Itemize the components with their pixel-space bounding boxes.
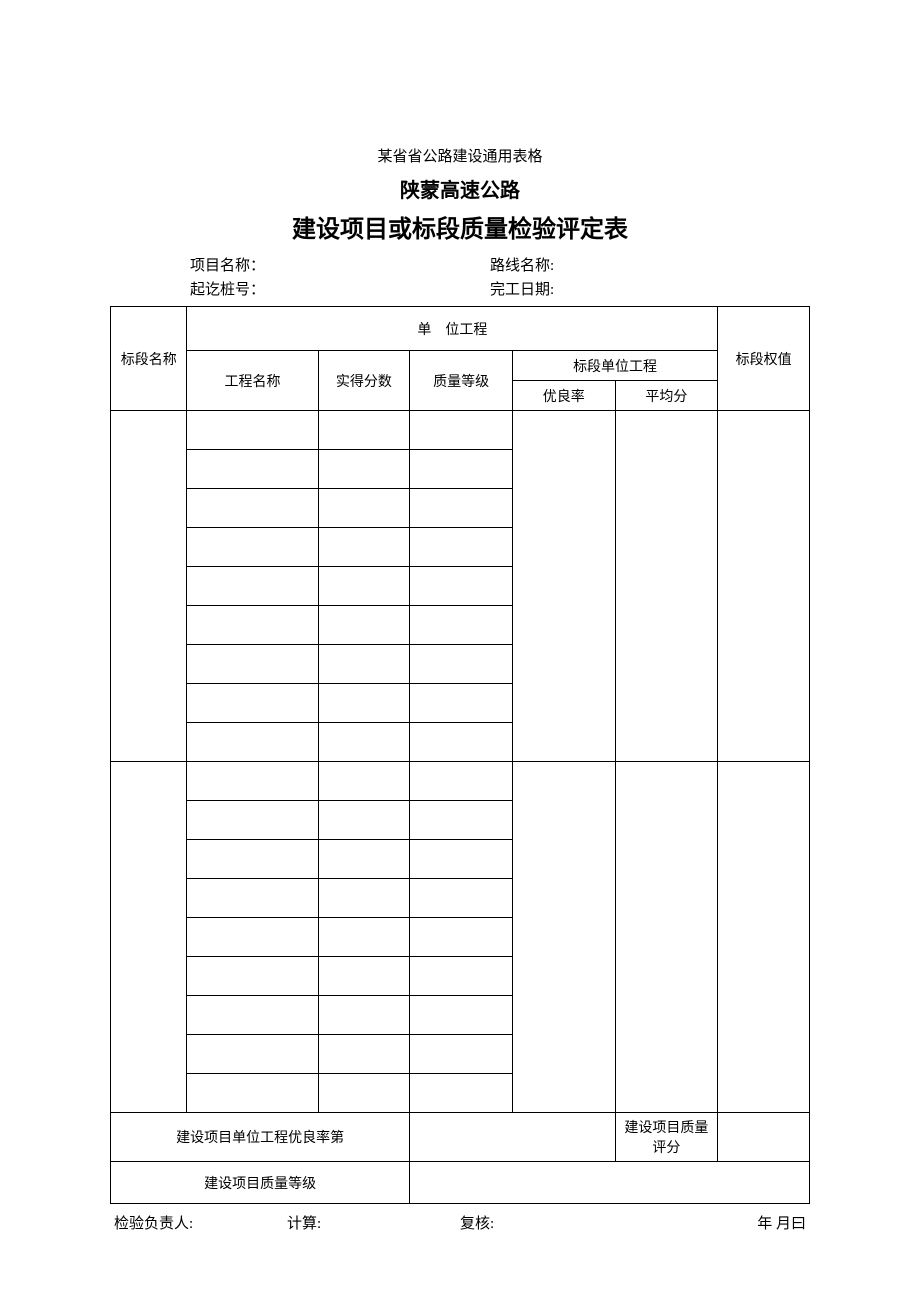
date-label: 年 月曰 [633,1212,806,1233]
cell-rate [512,411,615,762]
cell-project-name [187,411,318,450]
footer-row-excellence: 建设项目单位工程优良率第 建设项目质量评分 [111,1113,810,1162]
evaluation-table: 标段名称 单位工程 标段权值 工程名称 实得分数 质量等级 标段单位工程 优良率… [110,306,810,1204]
col-unit-project: 单位工程 [187,307,718,351]
station-label: 起讫桩号： [190,278,490,302]
col-section-name: 标段名称 [111,307,187,411]
completion-date-label: 完工日期: [490,278,810,302]
footer-quality-score-value [718,1113,810,1162]
section-name-cell [111,762,187,1113]
col-section-weight: 标段权值 [718,307,810,411]
footer-excellence-label: 建设项目单位工程优良率第 [111,1113,410,1162]
footer-excellence-value [410,1113,615,1162]
cell-rate [512,762,615,1113]
info-row-1: 项目名称： 路线名称: [110,254,810,278]
header-subtitle: 某省省公路建设通用表格 [110,145,810,166]
route-name-label: 路线名称: [490,254,810,278]
cell-grade [410,762,513,801]
header-title-1: 陕蒙高速公路 [110,174,810,203]
cell-weight [718,762,810,1113]
col-actual-score: 实得分数 [318,351,410,411]
inspector-label: 检验负责人: [114,1212,287,1233]
header-title-2: 建设项目或标段质量检验评定表 [110,209,810,244]
section-name-cell [111,411,187,762]
unit-project-suffix: 位工程 [445,323,487,338]
footer-quality-score-label: 建设项目质量评分 [615,1113,718,1162]
unit-project-prefix: 单 [417,323,445,338]
cell-avg [615,411,718,762]
col-section-unit-project: 标段单位工程 [512,351,717,381]
cell-weight [718,411,810,762]
project-name-label: 项目名称： [190,254,490,278]
cell-grade [410,411,513,450]
col-project-name: 工程名称 [187,351,318,411]
col-average-score: 平均分 [615,381,718,411]
cell-avg [615,762,718,1113]
footer-quality-grade-value [410,1162,810,1204]
footer-row-grade: 建设项目质量等级 [111,1162,810,1204]
signature-row: 检验负责人: 计算: 复核: 年 月曰 [110,1212,810,1233]
footer-quality-grade-label: 建设项目质量等级 [111,1162,410,1204]
calculator-label: 计算: [287,1212,460,1233]
col-quality-grade: 质量等级 [410,351,513,411]
col-excellence-rate: 优良率 [512,381,615,411]
cell-project-name [187,762,318,801]
cell-score [318,762,410,801]
table-row [111,762,810,801]
reviewer-label: 复核: [460,1212,633,1233]
table-row [111,411,810,450]
cell-score [318,411,410,450]
info-row-2: 起讫桩号： 完工日期: [110,278,810,302]
